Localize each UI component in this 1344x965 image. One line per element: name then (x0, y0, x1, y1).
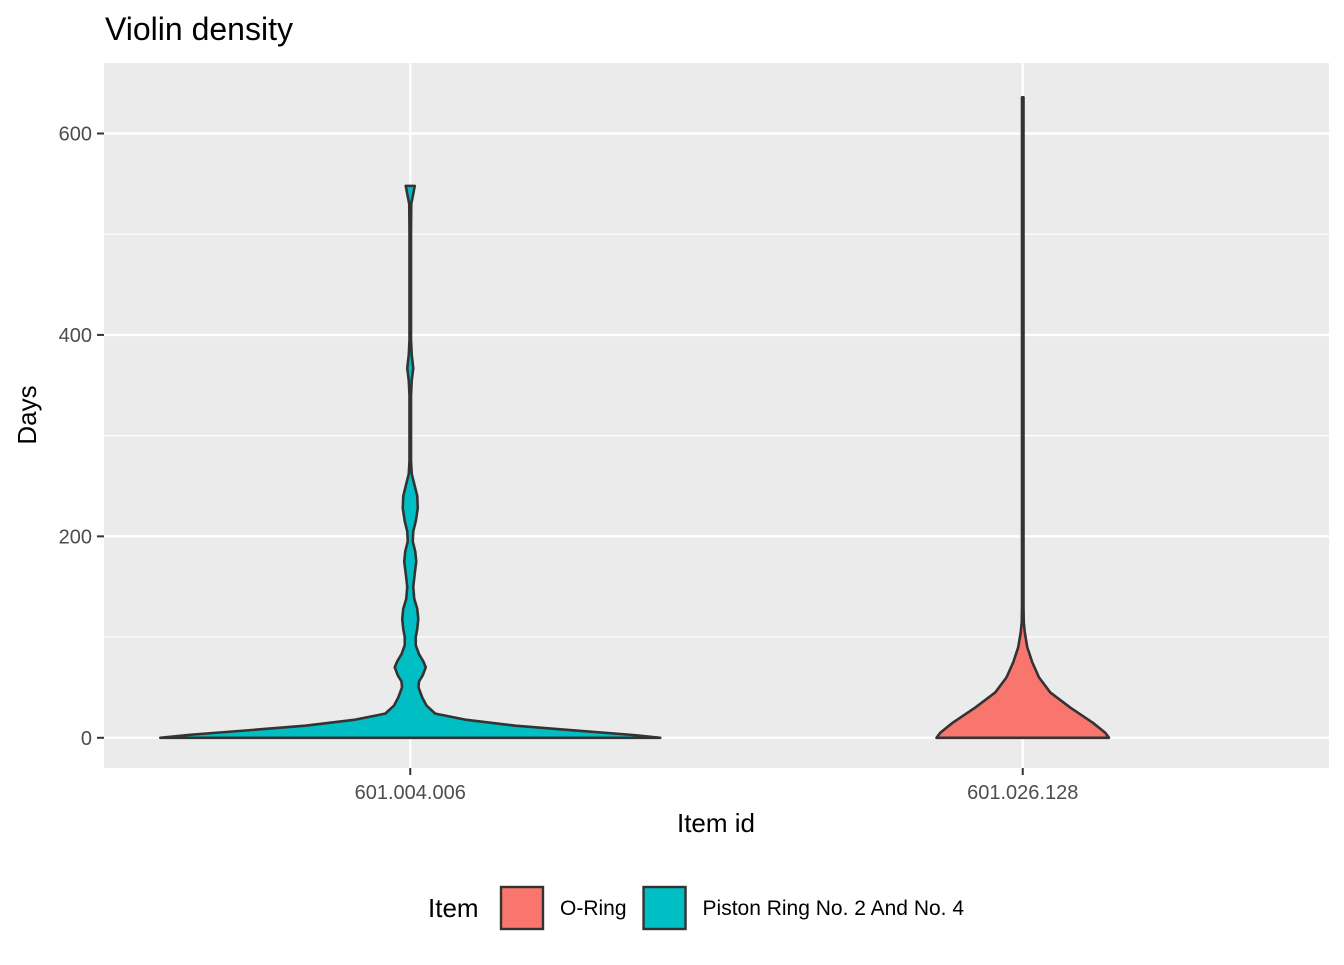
y-tick-label: 0 (81, 728, 92, 750)
minor-gridlines (104, 233, 1329, 638)
y-axis: 0 200 400 600 (59, 124, 104, 750)
violin-layer (158, 95, 1111, 740)
violin-601-004-006 (158, 184, 662, 740)
violin-601-026-128 (935, 95, 1111, 740)
x-tick-label: 601.004.006 (355, 782, 466, 804)
legend-key (642, 885, 687, 931)
chart-title: Violin density (105, 11, 293, 47)
plot-panel (104, 63, 1329, 768)
legend-title: Item (428, 893, 479, 923)
legend-label: Piston Ring No. 2 And No. 4 (703, 897, 965, 920)
legend-label: O-Ring (560, 897, 627, 920)
y-tick-label: 400 (59, 325, 92, 347)
y-axis-label: Days (12, 385, 42, 444)
x-axis: 601.004.006 601.026.128 (355, 768, 1078, 804)
y-tick-label: 200 (59, 526, 92, 548)
y-tick-label: 600 (59, 124, 92, 146)
x-axis-label: Item id (677, 808, 755, 838)
legend-key (499, 885, 545, 931)
legend: Item O-Ring Piston Ring No. 2 And No. 4 (428, 885, 965, 931)
x-tick-label: 601.026.128 (967, 782, 1078, 804)
